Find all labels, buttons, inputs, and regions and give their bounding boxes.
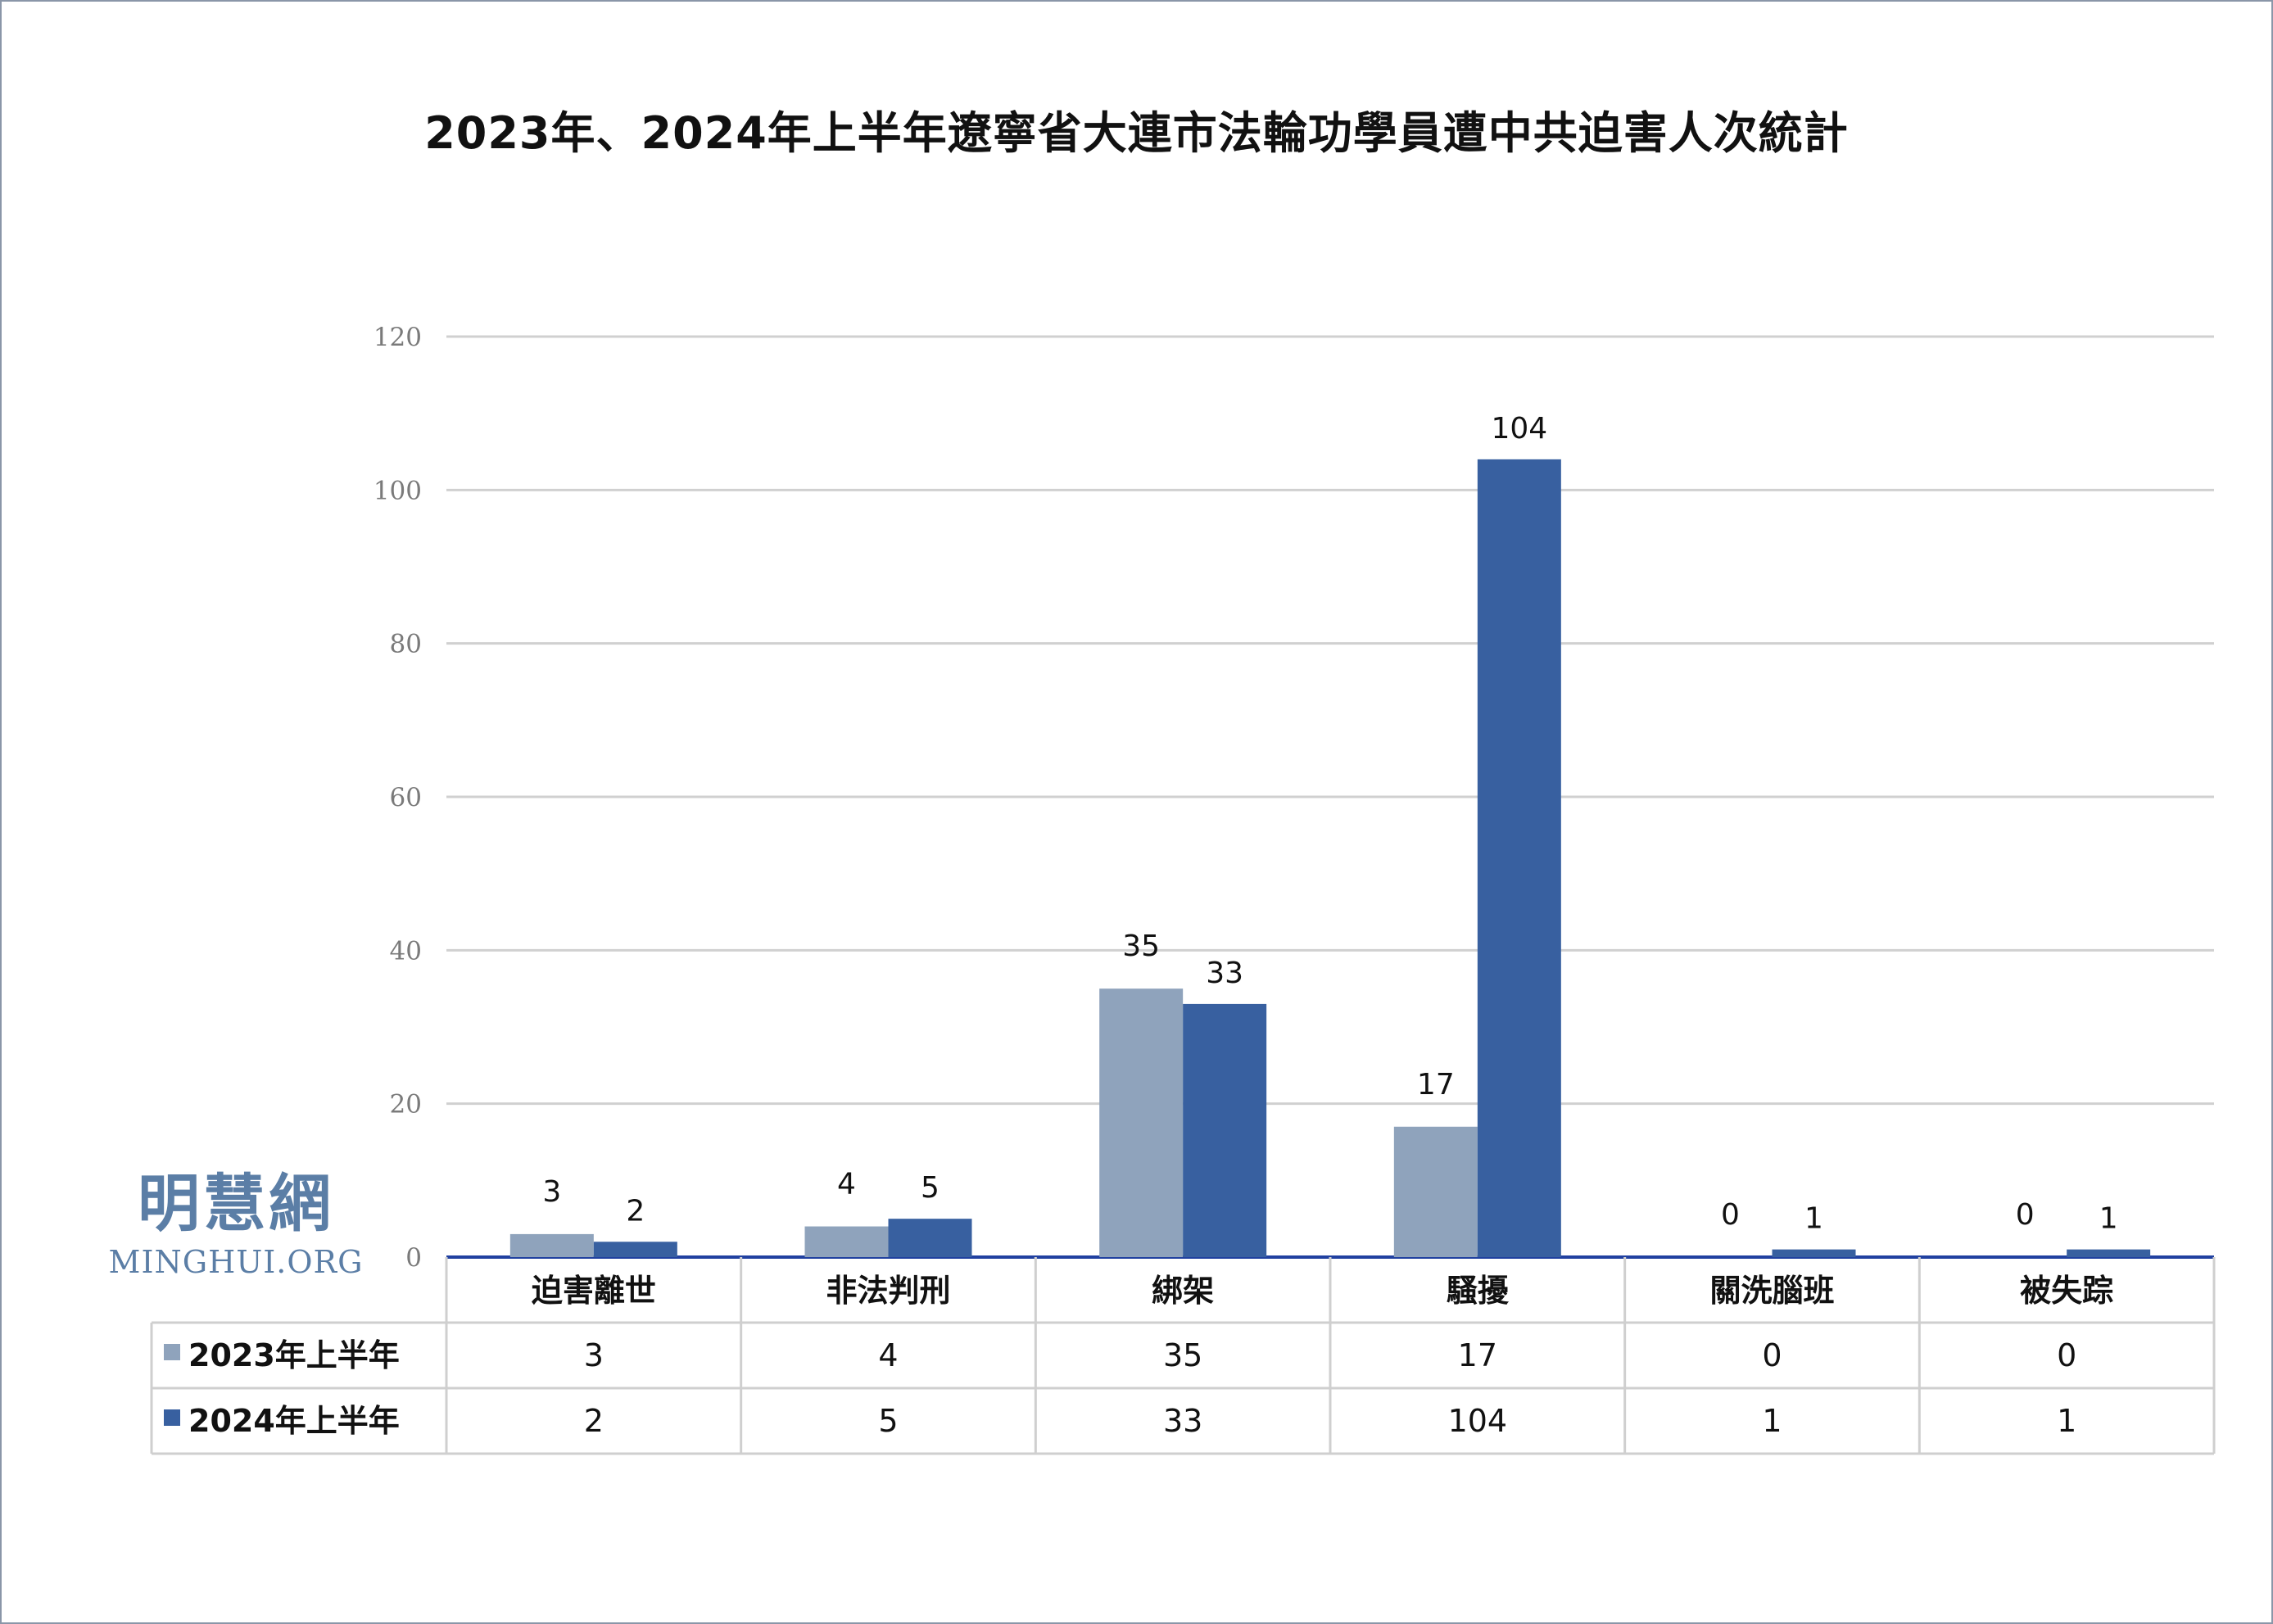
table-cell: 17 xyxy=(1458,1337,1497,1373)
legend-label: 2023年上半年 xyxy=(188,1337,400,1373)
bar xyxy=(1772,1249,1856,1257)
table-cell: 35 xyxy=(1163,1337,1202,1373)
bar xyxy=(1477,459,1561,1257)
table-cell: 1 xyxy=(1762,1403,1782,1439)
table-cell: 0 xyxy=(2057,1337,2076,1373)
table-cell: 2 xyxy=(584,1403,604,1439)
data-label: 0 xyxy=(1721,1198,1740,1232)
data-label: 1 xyxy=(2099,1202,2118,1236)
bar xyxy=(509,1233,594,1257)
data-table: 迫害離世 非法判刑 綁架 騷擾 關洗腦班 被失踪 2023年上半年 3 4 35 17 0 0 2024年… xyxy=(150,1257,2216,1455)
table-cell: 33 xyxy=(1163,1403,1202,1439)
y-tick-label: 40 xyxy=(390,936,422,966)
bar xyxy=(1099,988,1184,1257)
data-label: 104 xyxy=(1491,412,1547,446)
bar xyxy=(804,1226,889,1257)
legend-key xyxy=(164,1344,180,1360)
data-label: 17 xyxy=(1417,1068,1455,1102)
category-label: 綁架 xyxy=(1152,1273,1214,1309)
y-axis-ticks: 0 20 40 60 80 100 120 xyxy=(374,323,422,1273)
y-tick-label: 100 xyxy=(374,476,422,505)
y-tick-label: 120 xyxy=(374,323,422,352)
data-label: 4 xyxy=(837,1168,856,1201)
table-cell: 104 xyxy=(1448,1403,1508,1439)
category-label: 騷擾 xyxy=(1447,1273,1510,1309)
chart-title: 2023年、2024年上半年遼寧省大連市法輪功學員遭中共迫害人次統計 xyxy=(424,107,1849,159)
category-label: 關洗腦班 xyxy=(1709,1273,1834,1309)
y-tick-label: 80 xyxy=(390,630,422,659)
table-cell: 5 xyxy=(878,1403,898,1439)
logo-english: MINGHUI.ORG xyxy=(108,1244,364,1280)
data-label: 1 xyxy=(1804,1202,1823,1236)
gridlines xyxy=(446,335,2214,1259)
bar xyxy=(1393,1126,1478,1257)
data-label: 5 xyxy=(921,1171,940,1205)
data-label: 35 xyxy=(1122,930,1160,963)
bars xyxy=(509,459,2151,1257)
logo-chinese: 明慧網 xyxy=(138,1167,334,1240)
category-label: 非法判刑 xyxy=(826,1273,950,1309)
legend-label: 2024年上半年 xyxy=(188,1403,400,1439)
legend-key xyxy=(164,1409,180,1426)
category-label: 迫害離世 xyxy=(532,1273,656,1309)
category-label: 被失踪 xyxy=(2020,1273,2113,1309)
y-tick-label: 20 xyxy=(390,1090,422,1120)
table-cell: 0 xyxy=(1762,1337,1782,1373)
table-cell: 1 xyxy=(2057,1403,2076,1439)
bar xyxy=(888,1219,972,1257)
data-label: 3 xyxy=(542,1175,561,1209)
bar xyxy=(593,1242,677,1257)
table-cell: 4 xyxy=(878,1337,898,1373)
table-cell: 3 xyxy=(584,1337,604,1373)
data-label: 0 xyxy=(2016,1198,2035,1232)
bar xyxy=(2067,1249,2151,1257)
data-label: 33 xyxy=(1206,957,1243,990)
bar xyxy=(1183,1003,1267,1257)
y-tick-label: 60 xyxy=(390,783,422,812)
minghui-logo: 明慧網 MINGHUI.ORG xyxy=(105,1173,367,1278)
data-label: 2 xyxy=(626,1194,645,1228)
data-labels: 3 2 4 5 35 33 17 104 0 1 0 1 xyxy=(542,412,2117,1236)
y-tick-label: 0 xyxy=(405,1243,422,1273)
